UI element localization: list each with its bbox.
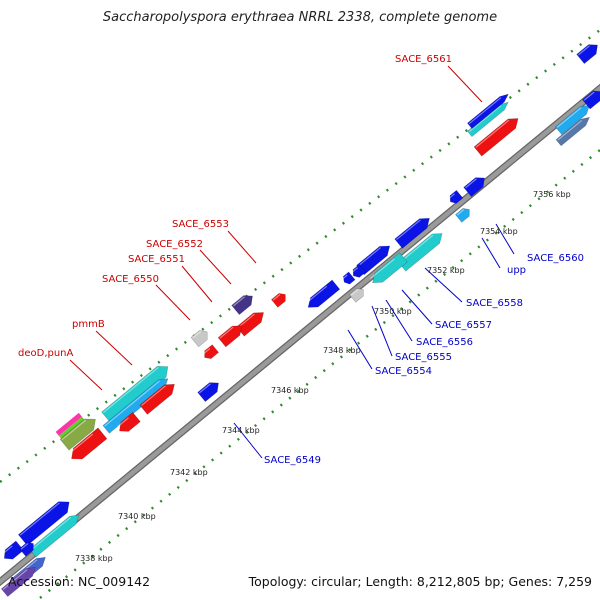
leader-line [385,299,413,342]
outer-tick-rail [0,29,600,483]
feature-blue-bottom-b[interactable] [0,540,24,563]
gene-label[interactable]: SACE_6550 [102,274,159,285]
gene-label[interactable]: deoD,punA [18,348,74,359]
feature-sace-6561-blue[interactable] [467,91,510,129]
feature-sace-6552[interactable] [231,291,257,316]
tick-label: 7342 kbp [170,468,208,477]
leader-line [447,65,483,103]
feature-red-d[interactable] [67,427,108,464]
gene-label[interactable]: SACE_6561 [395,54,452,65]
feature-grey-6550[interactable] [190,327,211,348]
feature-pmmB-lightblue[interactable] [102,375,171,434]
feature-sace-6550-red[interactable] [217,321,246,348]
leader-line [95,330,133,366]
inner-tick-rail [39,149,600,599]
feature-red-c[interactable] [116,411,141,435]
feature-right-top[interactable] [576,40,600,65]
gene-label[interactable]: SACE_6552 [146,239,203,250]
leader-line [481,237,501,269]
feature-red-small[interactable] [201,344,220,362]
genome-summary-text: Topology: circular; Length: 8,212,805 bp… [248,574,592,589]
tick-label: 7346 kbp [271,386,309,395]
feature-sace-6551[interactable] [236,308,268,337]
leader-line [227,230,257,264]
tick-label: 7340 kbp [118,512,156,521]
accession-text: Accession: NC_009142 [8,574,151,589]
leader-line [424,267,463,303]
feature-right-2[interactable] [555,114,592,147]
tick-label: 7344 kbp [222,426,260,435]
leader-line [181,265,213,303]
feature-stripe[interactable] [59,414,100,451]
feature-blue-a[interactable] [394,214,434,249]
leader-line [401,289,433,325]
tick-label: 7356 kbp [533,190,571,199]
gene-label[interactable]: SACE_6558 [466,298,523,309]
feature-right-3[interactable] [582,87,600,110]
feature-cyan-b[interactable] [369,252,408,288]
leader-line [495,223,515,255]
tick-label: 7338 kbp [75,554,113,563]
leader-line [199,249,232,285]
feature-red-b[interactable] [139,380,179,415]
feature-upp[interactable] [454,206,472,223]
leader-line [155,284,191,321]
gene-label[interactable]: SACE_6554 [375,366,432,377]
feature-small-blue[interactable] [447,189,464,205]
gene-label[interactable]: SACE_6556 [416,337,473,348]
feature-cyan-a[interactable] [397,229,446,272]
feature-cyan-bottom[interactable] [29,511,83,558]
feature-red-6561[interactable] [473,114,522,157]
tick-label: 7350 kbp [374,307,412,316]
feature-sace-6549[interactable] [197,378,223,403]
map-title: Saccharopolyspora erythraea NRRL 2338, c… [102,10,498,25]
gene-label[interactable]: SACE_6560 [527,253,584,264]
gene-label[interactable]: upp [507,265,526,276]
feature-sace-6553[interactable] [270,291,288,308]
gene-label[interactable]: SACE_6553 [172,219,229,230]
gene-label[interactable]: SACE_6557 [435,320,492,331]
tick-label: 7348 kbp [323,346,361,355]
feature-sace-6560-blue[interactable] [463,173,489,198]
feature-tiny-2[interactable] [341,271,356,286]
gene-label[interactable]: SACE_6555 [395,352,452,363]
feature-blue-bottom-e[interactable] [0,563,38,597]
backbone [0,83,600,587]
feature-blue-bottom-c[interactable] [18,540,36,557]
tick-label: 7354 kbp [480,227,518,236]
leader-line [233,422,263,459]
gene-label[interactable]: SACE_6551 [128,254,185,265]
gene-label[interactable]: pmmB [72,319,105,330]
feature-tiny-1[interactable] [350,263,367,279]
feature-right-1[interactable] [554,101,592,135]
leader-line [371,305,393,357]
leader-line [69,359,103,391]
feature-grey-small[interactable] [348,286,366,303]
leader-line [347,329,373,370]
tick-label: 7352 kbp [427,266,465,275]
gene-label[interactable]: SACE_6549 [264,455,321,466]
feature-sace-6554[interactable] [304,279,341,312]
